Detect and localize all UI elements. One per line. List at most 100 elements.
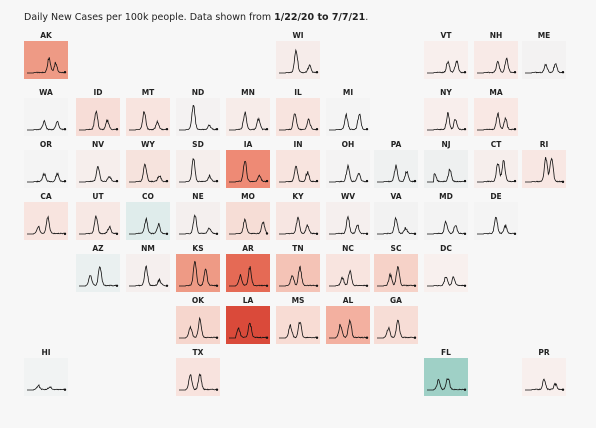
sparkline-endpoint bbox=[365, 179, 369, 183]
state-tile-la: LA bbox=[226, 296, 270, 344]
state-label: ME bbox=[537, 31, 551, 40]
state-tile-ia: IA bbox=[226, 140, 270, 188]
sparkline-series-nj bbox=[427, 168, 466, 183]
sparkline-endpoint bbox=[315, 284, 319, 287]
state-sparkline-panel bbox=[226, 202, 270, 240]
state-label: WA bbox=[39, 88, 53, 97]
state-label: FL bbox=[441, 348, 451, 357]
sparkline-series-md bbox=[427, 220, 466, 235]
state-sparkline-panel bbox=[424, 254, 468, 292]
state-sparkline-panel bbox=[424, 98, 468, 136]
state-sparkline-panel bbox=[424, 150, 468, 188]
sparkline-endpoint bbox=[115, 179, 119, 183]
sparkline-series-ar bbox=[229, 266, 268, 287]
sparkline-series-fl bbox=[427, 378, 466, 391]
state-sparkline bbox=[477, 57, 517, 74]
sparkline-endpoint bbox=[215, 388, 219, 391]
sparkline-endpoint bbox=[463, 127, 467, 131]
state-sparkline bbox=[179, 214, 219, 236]
sparkline-series-or bbox=[27, 172, 66, 183]
sparkline-series-mt bbox=[129, 111, 167, 131]
state-label: NC bbox=[342, 244, 354, 253]
state-label: MI bbox=[342, 88, 354, 97]
state-tile-nh: NH bbox=[474, 31, 518, 79]
sparkline-endpoint bbox=[265, 284, 269, 287]
state-sparkline-panel bbox=[176, 150, 220, 188]
sparkline-series-al bbox=[329, 318, 368, 339]
sparkline-endpoint bbox=[365, 284, 369, 287]
state-sparkline-panel bbox=[24, 202, 68, 240]
sparkline-endpoint bbox=[215, 179, 219, 183]
state-tile-nm: NM bbox=[126, 244, 170, 292]
state-tile-wa: WA bbox=[24, 88, 68, 136]
state-sparkline-panel bbox=[276, 150, 320, 188]
state-sparkline-panel bbox=[326, 254, 370, 292]
state-label: OR bbox=[39, 140, 53, 149]
chart-caption: Daily New Cases per 100k people. Data sh… bbox=[24, 12, 368, 23]
state-label: IL bbox=[294, 88, 302, 97]
state-sparkline bbox=[79, 215, 119, 236]
state-sparkline-panel bbox=[474, 41, 518, 79]
state-sparkline bbox=[27, 384, 67, 391]
state-tile-mi: MI bbox=[326, 88, 370, 136]
sparkline-endpoint bbox=[165, 232, 169, 236]
sparkline-series-co bbox=[129, 216, 168, 235]
state-sparkline bbox=[129, 216, 169, 236]
state-tile-ct: CT bbox=[474, 140, 518, 188]
state-sparkline bbox=[329, 112, 369, 131]
sparkline-series-hi bbox=[27, 384, 66, 391]
state-label: AK bbox=[40, 31, 52, 40]
state-tile-or: OR bbox=[24, 140, 68, 188]
state-tile-ok: OK bbox=[176, 296, 220, 344]
state-label: ND bbox=[191, 88, 205, 97]
sparkline-series-me bbox=[525, 62, 564, 74]
state-tile-wy: WY bbox=[126, 140, 170, 188]
state-label: SD bbox=[192, 140, 204, 149]
state-sparkline-panel bbox=[126, 254, 170, 292]
state-label: CT bbox=[490, 140, 502, 149]
sparkline-endpoint bbox=[265, 232, 269, 235]
sparkline-endpoint bbox=[365, 336, 369, 339]
sparkline-series-wi bbox=[279, 48, 318, 74]
state-sparkline bbox=[377, 216, 417, 236]
state-sparkline bbox=[477, 111, 517, 131]
state-tile-ne: NE bbox=[176, 192, 220, 240]
sparkline-series-nc bbox=[329, 269, 368, 287]
sparkline-endpoint bbox=[413, 232, 417, 236]
sparkline-endpoint bbox=[63, 179, 67, 183]
sparkline-endpoint bbox=[115, 232, 119, 236]
sparkline-series-sc bbox=[377, 265, 416, 287]
state-sparkline-panel bbox=[24, 150, 68, 188]
state-sparkline-panel bbox=[226, 98, 270, 136]
sparkline-series-pa bbox=[377, 164, 416, 183]
state-sparkline bbox=[279, 265, 319, 287]
state-tile-nd: ND bbox=[176, 88, 220, 136]
sparkline-series-pr bbox=[525, 378, 564, 391]
state-tile-ma: MA bbox=[474, 88, 518, 136]
state-sparkline-panel bbox=[374, 150, 418, 188]
state-sparkline bbox=[427, 276, 467, 287]
sparkline-endpoint bbox=[365, 127, 369, 131]
sparkline-series-wv bbox=[329, 215, 368, 235]
sparkline-endpoint bbox=[265, 336, 269, 339]
state-tile-me: ME bbox=[522, 31, 566, 79]
sparkline-series-ut bbox=[79, 215, 118, 235]
sparkline-endpoint bbox=[561, 180, 565, 184]
state-label: TX bbox=[192, 348, 204, 357]
state-sparkline bbox=[477, 160, 517, 183]
state-tile-dc: DC bbox=[424, 244, 468, 292]
state-sparkline-panel bbox=[24, 98, 68, 136]
sparkline-endpoint bbox=[315, 232, 319, 236]
state-label: HI bbox=[41, 348, 51, 357]
state-label: OH bbox=[341, 140, 355, 149]
state-tile-ca: CA bbox=[24, 192, 68, 240]
sparkline-series-dc bbox=[427, 276, 466, 287]
state-sparkline-panel bbox=[474, 202, 518, 240]
state-tile-vt: VT bbox=[424, 31, 468, 79]
state-tile-id: ID bbox=[76, 88, 120, 136]
state-label: MT bbox=[141, 88, 155, 97]
sparkline-series-vt bbox=[427, 60, 466, 74]
state-sparkline bbox=[179, 316, 219, 339]
state-label: PA bbox=[390, 140, 402, 149]
